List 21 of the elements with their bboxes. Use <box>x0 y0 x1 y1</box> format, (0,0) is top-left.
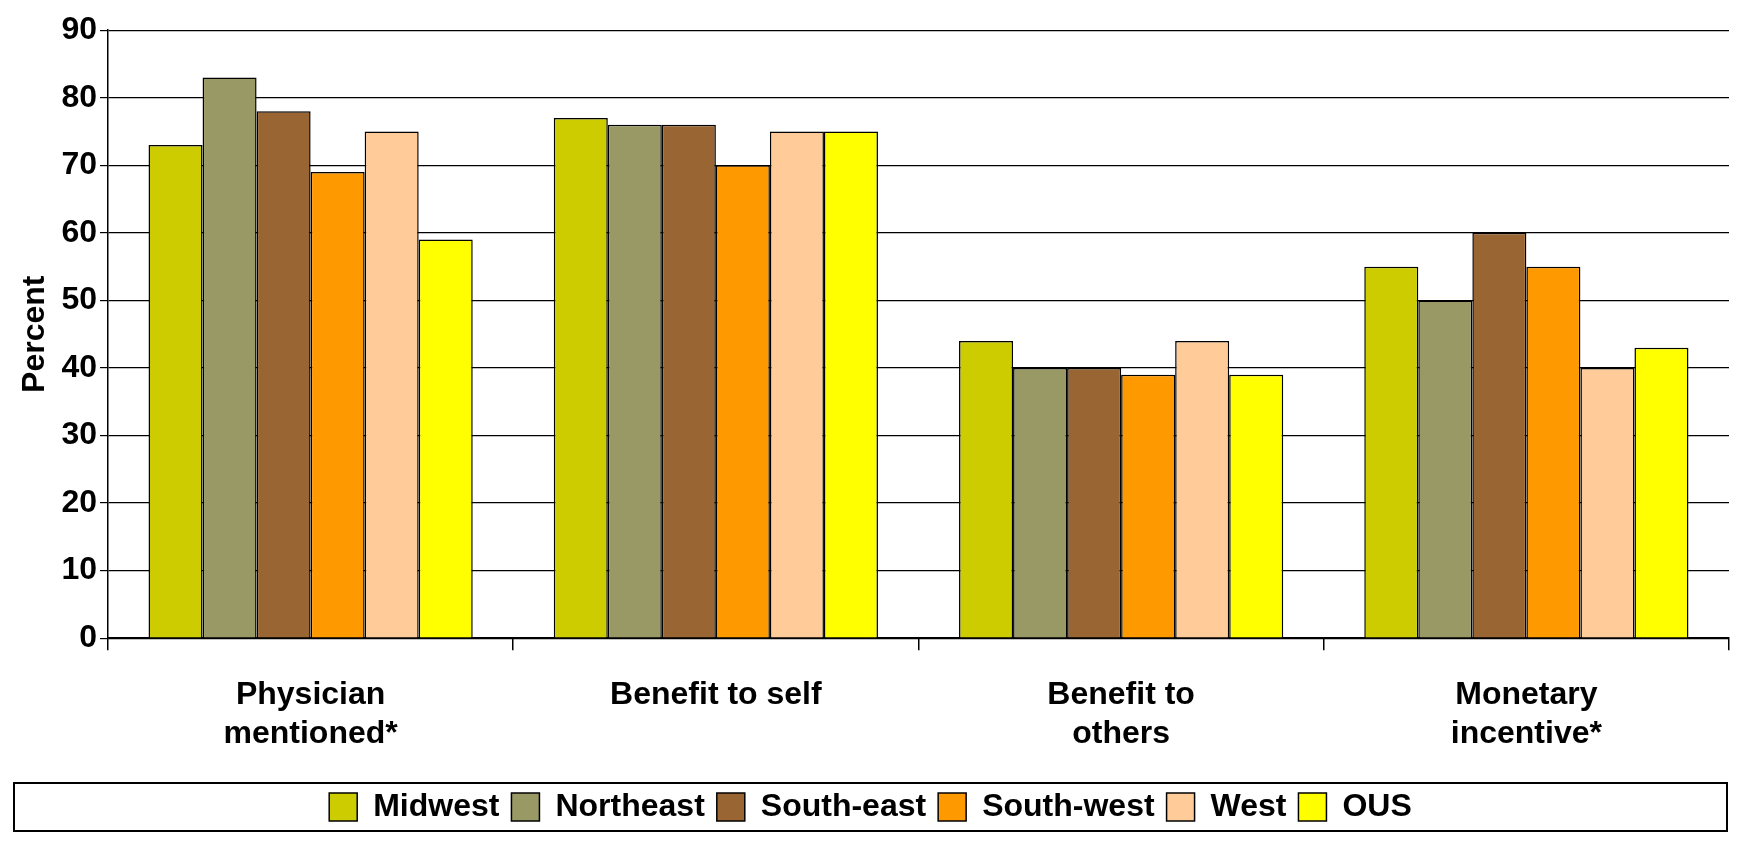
x-tick-label: Physician mentioned* <box>223 675 399 750</box>
x-tick-label: Benefit to others <box>1047 675 1195 750</box>
y-tick-label: 90 <box>61 10 97 47</box>
x-tick-label: Benefit to self <box>610 675 822 712</box>
y-axis-title: Percent <box>15 275 52 393</box>
legend-label: South-west <box>982 786 1155 823</box>
y-tick-label: 60 <box>61 212 97 249</box>
legend-label: West <box>1210 786 1287 823</box>
y-tick-label: 30 <box>61 415 97 452</box>
y-tick-label: 40 <box>61 347 97 384</box>
y-tick-label: 0 <box>79 618 97 655</box>
x-tick-label: Monetary incentive* <box>1450 675 1603 750</box>
legend-label: OUS <box>1342 786 1412 823</box>
legend-label: South-east <box>760 786 927 823</box>
y-tick-label: 20 <box>61 482 97 519</box>
y-tick-label: 80 <box>61 77 97 114</box>
y-tick-label: 10 <box>61 550 97 587</box>
y-tick-label: 70 <box>61 145 97 182</box>
y-tick-label: 50 <box>61 280 97 317</box>
legend-label: Northeast <box>555 786 706 823</box>
legend-label: Midwest <box>373 786 500 823</box>
